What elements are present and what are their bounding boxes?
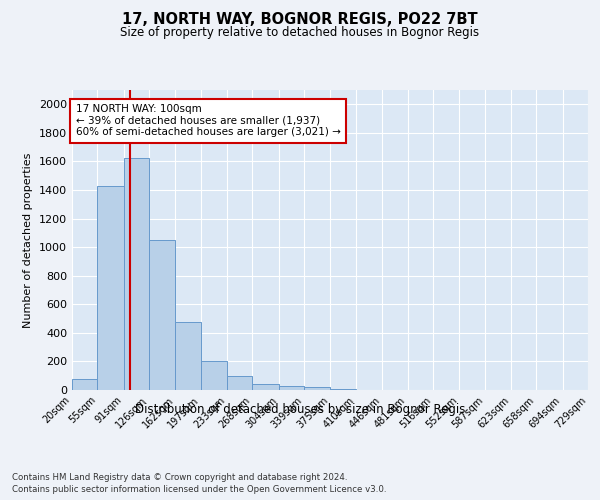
Text: 17, NORTH WAY, BOGNOR REGIS, PO22 7BT: 17, NORTH WAY, BOGNOR REGIS, PO22 7BT [122,12,478,28]
Y-axis label: Number of detached properties: Number of detached properties [23,152,34,328]
Bar [72,380,97,390]
Bar [124,158,149,390]
Text: Distribution of detached houses by size in Bognor Regis: Distribution of detached houses by size … [135,402,465,415]
Bar [278,386,304,390]
Bar [201,362,227,390]
Bar [227,376,253,390]
Text: Size of property relative to detached houses in Bognor Regis: Size of property relative to detached ho… [121,26,479,39]
Text: 17 NORTH WAY: 100sqm
← 39% of detached houses are smaller (1,937)
60% of semi-de: 17 NORTH WAY: 100sqm ← 39% of detached h… [76,104,341,138]
Bar [97,186,124,390]
Bar [331,388,356,390]
Text: Contains HM Land Registry data © Crown copyright and database right 2024.: Contains HM Land Registry data © Crown c… [12,472,347,482]
Bar [304,387,331,390]
Bar [149,240,175,390]
Bar [175,322,201,390]
Bar [253,384,278,390]
Text: Contains public sector information licensed under the Open Government Licence v3: Contains public sector information licen… [12,485,386,494]
